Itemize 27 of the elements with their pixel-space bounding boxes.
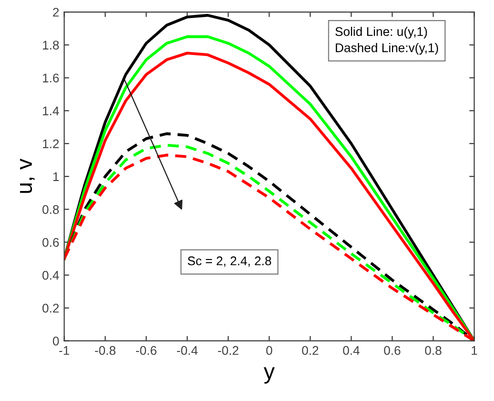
y-tick-label: 1.2 — [42, 139, 59, 148]
x-tick-label: 0.6 — [384, 346, 400, 355]
x-tick-label: -0.4 — [177, 346, 198, 355]
x-tick-label: -0.6 — [136, 346, 156, 355]
x-axis-title: y — [264, 367, 275, 384]
x-tick-label: 0.8 — [425, 346, 442, 355]
annotation: Sc = 2, 2.4, 2.8 — [188, 256, 272, 267]
y-tick-label: 0.4 — [42, 270, 59, 280]
y-tick-label: 0 — [52, 336, 59, 346]
y-axis-title: u, v — [20, 158, 35, 193]
y-tick-label: 1 — [53, 172, 59, 181]
x-tick-label: 0.2 — [302, 346, 318, 355]
x-tick-label: -1 — [59, 346, 70, 355]
x-tick-label: -0.8 — [95, 346, 116, 355]
y-tick-label: 1.4 — [42, 106, 59, 116]
x-tick-label: -0.2 — [218, 346, 238, 355]
y-tick-label: 2 — [53, 8, 59, 17]
y-tick-label: 1.8 — [42, 40, 59, 50]
y-tick-label: 0.6 — [42, 238, 59, 247]
x-tick-label: 1 — [472, 346, 478, 355]
annotation: Dashed Line:v(y,1) — [336, 43, 438, 55]
x-tick-label: 0.4 — [343, 346, 360, 355]
annotation: Solid Line: u(y,1) — [335, 26, 427, 38]
y-tick-label: 0.8 — [42, 205, 59, 214]
y-tick-label: 1.6 — [42, 74, 59, 82]
y-tick-label: 0.2 — [42, 304, 59, 313]
x-tick-label: 0 — [266, 346, 272, 355]
